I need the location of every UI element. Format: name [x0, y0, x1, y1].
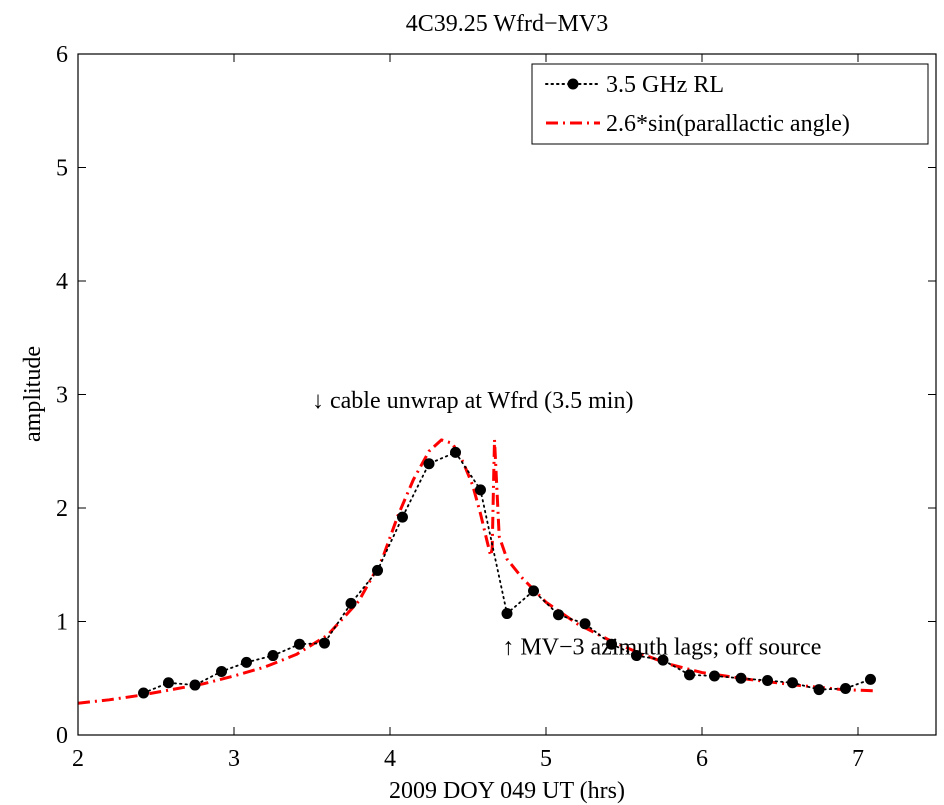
y-tick-label: 0: [56, 723, 68, 749]
x-tick-label: 7: [852, 746, 864, 772]
data-point-rl: [396, 511, 408, 523]
legend-label-rl: 3.5 GHz RL: [606, 72, 724, 98]
legend-label-sin: 2.6*sin(parallactic angle): [606, 111, 850, 137]
data-point-rl: [501, 608, 513, 620]
data-point-rl: [813, 684, 825, 696]
data-point-rl: [786, 677, 798, 689]
x-tick-label: 5: [540, 746, 552, 772]
x-tick-label: 2: [72, 746, 84, 772]
data-point-rl: [606, 638, 618, 650]
data-point-rl: [138, 687, 150, 699]
x-tick-label: 6: [696, 746, 708, 772]
y-tick-label: 6: [56, 42, 68, 68]
data-point-rl: [294, 638, 306, 650]
data-point-rl: [708, 670, 720, 682]
legend-box: [531, 63, 929, 145]
data-point-rl: [528, 585, 540, 597]
data-point-rl: [450, 446, 462, 458]
annotations: ↓ cable unwrap at Wfrd (3.5 min) ↑ MV−3 a…: [312, 388, 821, 660]
data-point-rl: [684, 669, 696, 681]
chart-title: 4C39.25 Wfrd−MV3: [406, 11, 608, 37]
data-point-rl: [762, 675, 774, 687]
x-tick-label: 3: [228, 746, 240, 772]
x-axis-label: 2009 DOY 049 UT (hrs): [389, 778, 625, 804]
data-point-rl: [318, 637, 330, 649]
y-axis-label: amplitude: [20, 346, 46, 442]
y-tick-label: 2: [56, 496, 68, 522]
data-point-rl: [864, 673, 876, 685]
data-point-rl: [216, 665, 228, 677]
data-point-rl: [267, 650, 279, 662]
legend-marker-rl: [567, 78, 579, 90]
data-point-rl: [840, 682, 852, 694]
data-point-rl: [552, 609, 564, 621]
data-point-rl: [372, 564, 384, 576]
data-point-rl: [474, 484, 486, 496]
series-line-parallactic: [77, 438, 874, 705]
y-tick-label: 5: [56, 156, 68, 182]
plot-area: [77, 438, 876, 705]
data-point-rl: [189, 679, 201, 691]
axis-ticks: 2 3 4 5 6 7 0 1 2 3 4 5 6: [56, 42, 936, 772]
x-tick-label: 4: [384, 746, 396, 772]
data-point-rl: [345, 597, 357, 609]
annotation-azimuth-lag: ↑ MV−3 azimuth lags; off source: [502, 634, 821, 660]
data-point-rl: [240, 656, 252, 668]
legend: 3.5 GHz RL 2.6*sin(parallactic angle): [531, 63, 929, 145]
data-point-rl: [657, 654, 669, 666]
y-tick-label: 1: [56, 610, 68, 636]
y-tick-label: 4: [56, 269, 68, 295]
annotation-cable-unwrap: ↓ cable unwrap at Wfrd (3.5 min): [312, 388, 633, 414]
data-point-rl: [162, 677, 174, 689]
data-point-rl: [735, 672, 747, 684]
data-point-rl: [423, 458, 435, 470]
data-point-rl: [630, 650, 642, 662]
y-tick-label: 3: [56, 383, 68, 409]
data-point-rl: [579, 618, 591, 630]
